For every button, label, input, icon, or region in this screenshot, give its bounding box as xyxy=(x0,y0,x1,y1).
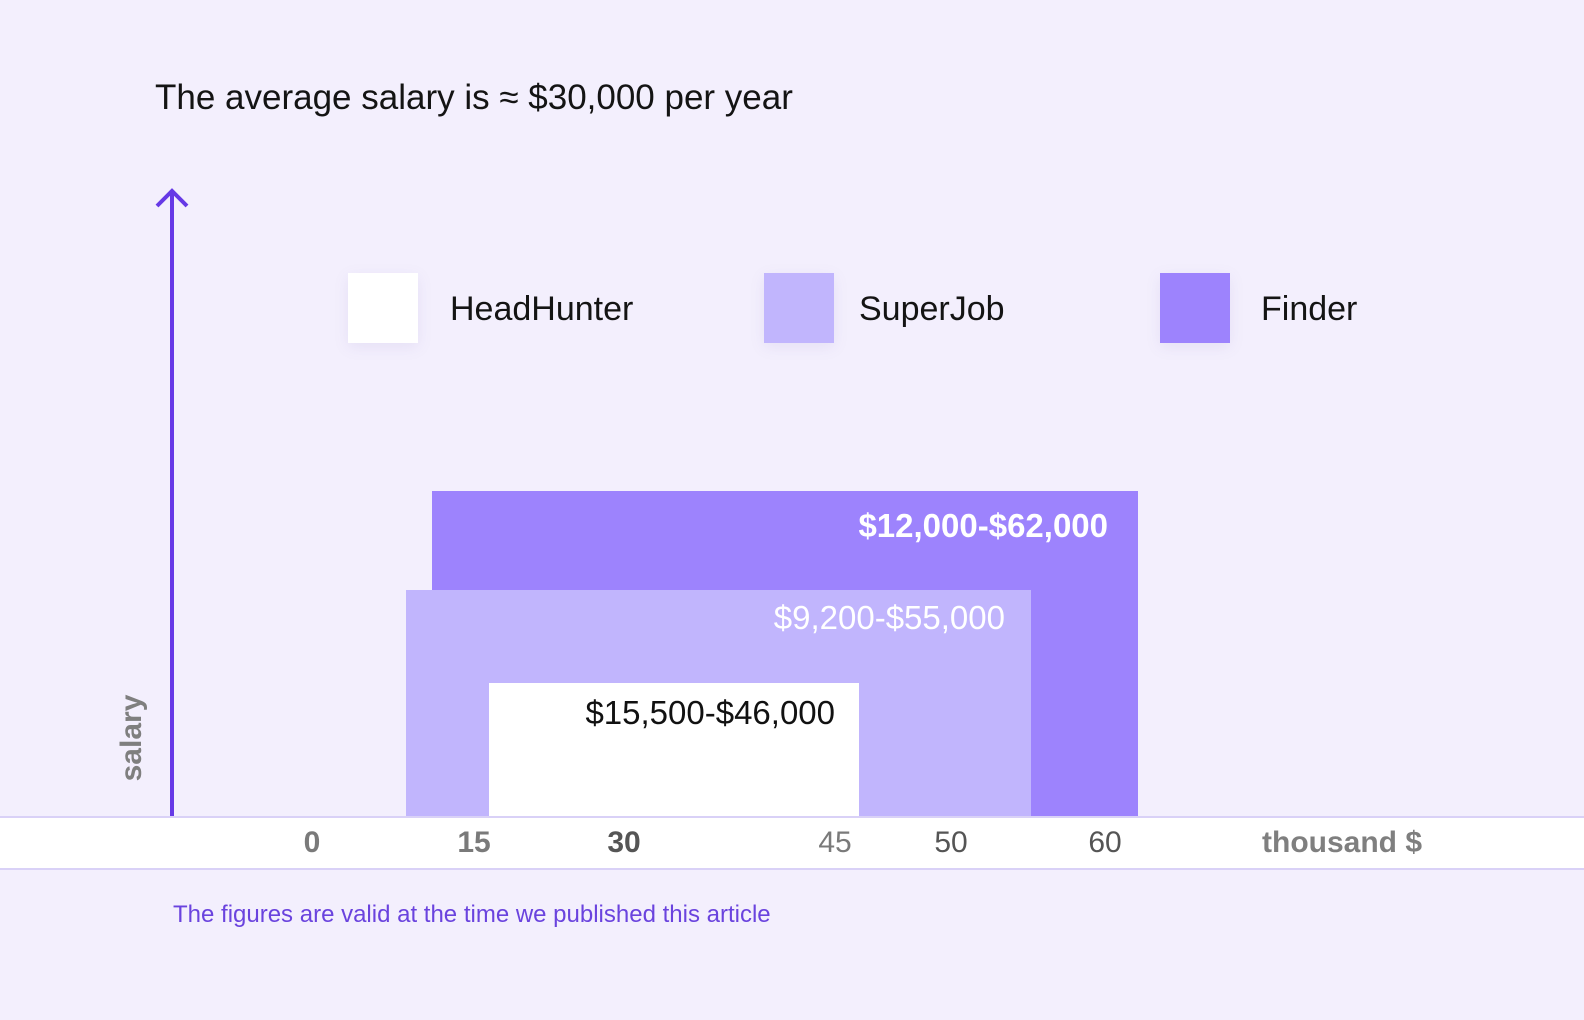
legend-label-superjob: SuperJob xyxy=(859,290,1005,328)
y-axis-label: salary xyxy=(115,694,148,782)
x-tick-label: 15 xyxy=(457,826,491,859)
x-axis-unit-label: thousand $ xyxy=(1262,826,1423,859)
x-tick-label: 50 xyxy=(934,826,968,859)
bar-headhunter xyxy=(489,683,859,817)
range-label-finder: $12,000-$62,000 xyxy=(858,507,1108,544)
legend-swatch-headhunter xyxy=(348,273,418,343)
legend-label-finder: Finder xyxy=(1261,290,1358,328)
x-tick-label: 30 xyxy=(607,826,641,859)
legend-label-headhunter: HeadHunter xyxy=(450,290,634,328)
x-tick-label: 60 xyxy=(1088,826,1122,859)
y-axis-arrow xyxy=(155,188,189,816)
legend-swatch-superjob xyxy=(764,273,834,343)
footnote: The figures are valid at the time we pub… xyxy=(173,901,771,928)
chart-title: The average salary is ≈ $30,000 per year xyxy=(155,78,793,117)
x-tick-label: 0 xyxy=(303,826,321,859)
range-label-headhunter: $15,500-$46,000 xyxy=(585,694,835,731)
x-tick-label: 45 xyxy=(818,826,852,859)
range-label-superjob: $9,200-$55,000 xyxy=(773,599,1005,636)
x-axis-band xyxy=(0,816,1584,870)
legend-swatch-finder xyxy=(1160,273,1230,343)
